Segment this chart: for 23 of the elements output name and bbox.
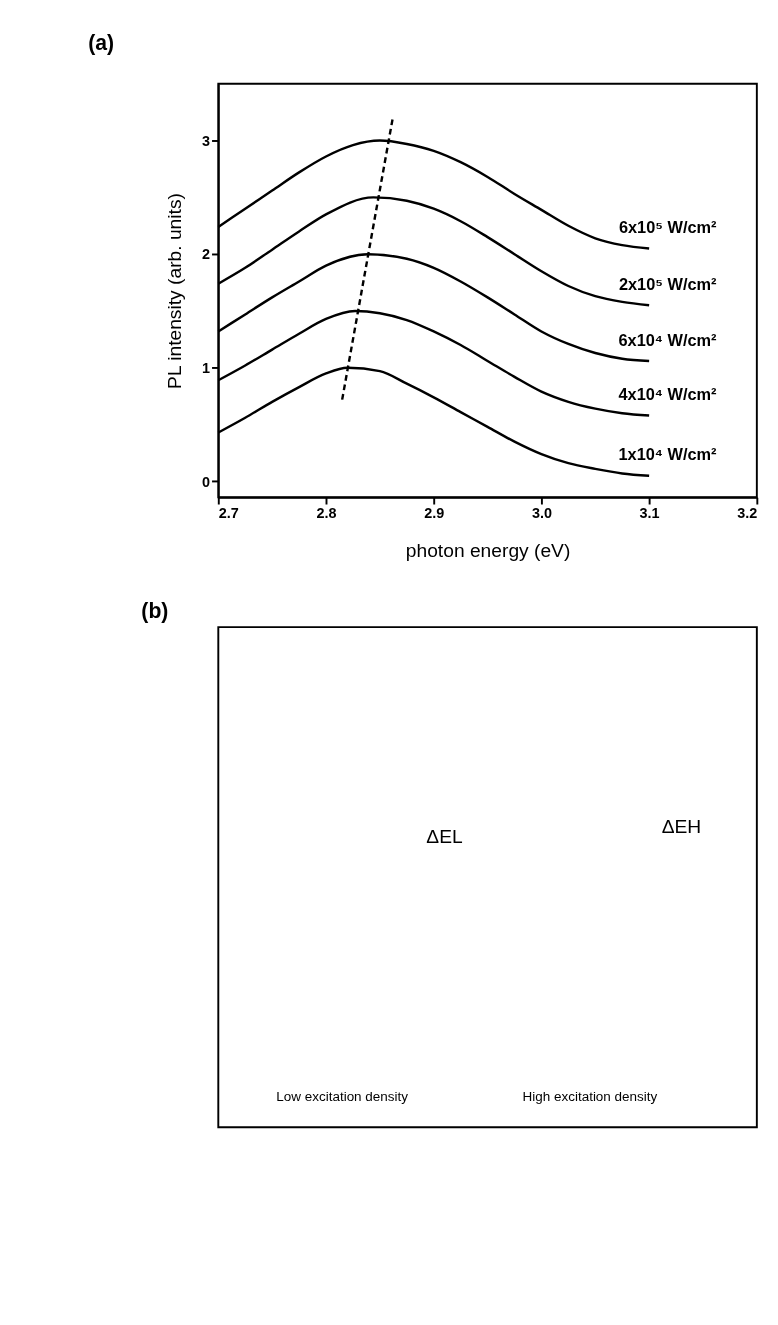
- series-label: 4x10⁴ W/cm²: [618, 385, 718, 404]
- y-tick-label: 3: [202, 132, 211, 149]
- x-tick-label: 2.7: [218, 504, 239, 521]
- text: (b): [141, 599, 169, 624]
- y-tick-label: 2: [202, 246, 211, 263]
- text: High excitation density: [522, 1089, 658, 1105]
- y-axis-title: PL intensity (arb. units): [163, 193, 185, 389]
- series-label: 2x10⁵ W/cm²: [618, 274, 718, 293]
- x-tick-label: 3.2: [737, 504, 758, 521]
- series-label: 6x10⁴ W/cm²: [618, 330, 718, 349]
- text: ΔEH: [661, 815, 702, 837]
- x-tick-label: 3.1: [639, 504, 660, 521]
- chart-title: (a): [88, 31, 114, 56]
- x-tick-label: 2.9: [424, 504, 445, 521]
- text: ΔEL: [426, 825, 463, 847]
- y-tick-label: 1: [202, 360, 211, 377]
- series-label: 6x10⁵ W/cm²: [618, 218, 718, 237]
- x-axis-title: photon energy (eV): [405, 540, 571, 562]
- series-label: 1x10⁴ W/cm²: [618, 445, 718, 464]
- x-tick-label: 3.0: [531, 504, 552, 521]
- text: Low excitation density: [276, 1089, 409, 1105]
- y-tick-label: 0: [202, 473, 211, 490]
- x-tick-label: 2.8: [316, 504, 337, 521]
